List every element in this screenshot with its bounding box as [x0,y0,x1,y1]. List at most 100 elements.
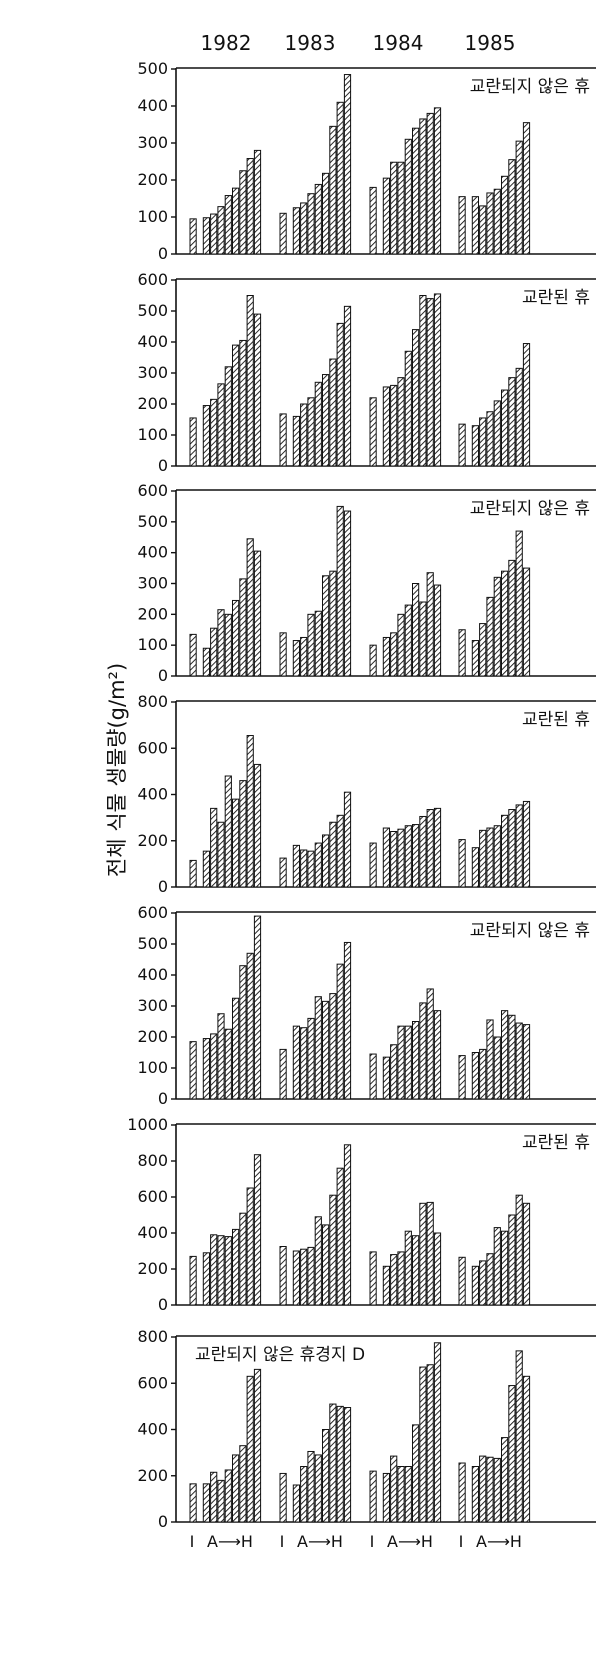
bar-1984-9 [433,107,442,255]
bar-1982-2 [202,1038,211,1100]
bar-1982-6 [232,599,240,677]
bar-1984-4 [397,828,405,888]
bar-1985-9 [522,567,531,677]
bar-1984-5 [404,350,412,467]
bar-1985-2 [471,640,479,677]
bar-1984-1 [369,397,377,467]
bar-1983-5 [314,1216,322,1306]
bar-1983-7 [329,821,337,888]
bar-1983-3 [300,1027,308,1100]
bar-1983-7 [329,1194,337,1306]
bar-1985-2 [471,847,479,888]
bar-1983-4 [307,850,315,888]
bar-1985-1 [458,1462,466,1523]
bar-1983-8 [336,322,344,467]
bar-1984-4 [397,161,405,255]
bar-1985-4 [486,1253,494,1306]
bar-1985-3 [479,417,487,467]
bar-1985-4 [486,192,494,255]
bar-1984-7 [419,295,427,467]
bar-1985-7 [508,559,516,677]
year-label-1982: 1982 [201,31,252,55]
bar-1985-8 [515,140,523,255]
bar-1983-7 [329,1403,337,1523]
bar-1983-5 [314,381,322,467]
bar-1983-9 [343,510,352,677]
y-tick-label: 0 [158,1512,168,1531]
bar-1983-1 [279,212,287,255]
bar-1983-2 [292,415,300,467]
bar-1984-1 [369,186,377,255]
bar-1985-7 [508,377,516,467]
panel-6: 0 200 400 600 800 1000 교란된 휴 [127,1115,596,1314]
bar-1984-6 [412,583,420,677]
y-tick-label: 100 [137,1058,168,1077]
bar-1982-5 [224,613,232,677]
bar-1985-4 [486,1019,494,1100]
bar-1983-1 [279,1472,287,1523]
bar-1985-2 [471,196,479,255]
panel-1: 0 100 200 300 400 500 교란되지 않은 휴 [137,59,596,263]
bar-1985-8 [515,1194,523,1306]
bar-1983-4 [307,613,315,677]
bar-1984-4 [397,1251,405,1306]
bar-1982-8 [246,295,254,467]
bar-1985-4 [486,596,494,677]
bar-1985-6 [501,175,509,255]
bar-1982-1 [189,1255,197,1306]
bar-1983-6 [322,374,330,467]
bar-1983-5 [314,1454,322,1523]
bar-1984-2 [382,827,390,888]
y-tick-label: 400 [137,96,168,115]
bar-1985-1 [458,1055,466,1100]
bar-1984-4 [397,1466,405,1523]
bar-1984-2 [382,1472,390,1523]
bar-1982-7 [239,965,247,1100]
bar-1984-3 [390,384,398,467]
bar-1982-5 [224,1236,232,1306]
bar-1985-8 [515,367,523,467]
bar-1985-1 [458,839,466,888]
bar-1982-7 [239,1445,247,1523]
bar-1985-9 [522,1202,531,1306]
bar-1984-8 [426,809,434,888]
bar-1983-8 [336,1405,344,1523]
bar-1984-9 [433,1010,442,1100]
bar-1982-5 [224,366,232,467]
bar-1985-1 [458,423,466,467]
bar-1984-3 [390,1254,398,1306]
bar-1982-1 [189,859,197,888]
bar-1984-8 [426,572,434,677]
bar-1982-2 [202,1252,211,1306]
y-tick-label: 400 [137,332,168,351]
bar-1983-6 [322,575,330,677]
bar-1984-2 [382,1265,390,1306]
bar-1984-8 [426,298,434,467]
bar-1983-4 [307,1450,315,1523]
bar-1982-7 [239,578,247,677]
y-tick-label: 200 [137,604,168,623]
bar-1982-4 [217,821,225,888]
bar-1984-7 [419,118,427,255]
bar-1985-2 [471,1265,479,1306]
bar-1985-5 [493,1036,501,1100]
bar-1983-9 [343,1407,352,1523]
bar-1982-7 [239,339,247,467]
x-label-range: A⟶H [476,1532,522,1551]
y-tick-label: 300 [137,996,168,1015]
bar-1983-2 [292,640,300,677]
y-tick-label: 200 [137,1027,168,1046]
bar-1985-7 [508,1014,516,1100]
y-tick-label: 500 [137,512,168,531]
bar-1985-9 [522,343,531,467]
y-tick-label: 400 [137,965,168,984]
year-label-1984: 1984 [373,31,424,55]
bar-1982-3 [210,1471,218,1523]
panel-title: 교란되지 않은 휴 [470,499,590,519]
bar-1984-3 [390,1455,398,1523]
bar-1982-3 [210,807,218,888]
y-tick-label: 0 [158,666,168,685]
y-tick-label: 200 [137,394,168,413]
bar-1985-1 [458,196,466,255]
bar-1983-8 [336,101,344,255]
